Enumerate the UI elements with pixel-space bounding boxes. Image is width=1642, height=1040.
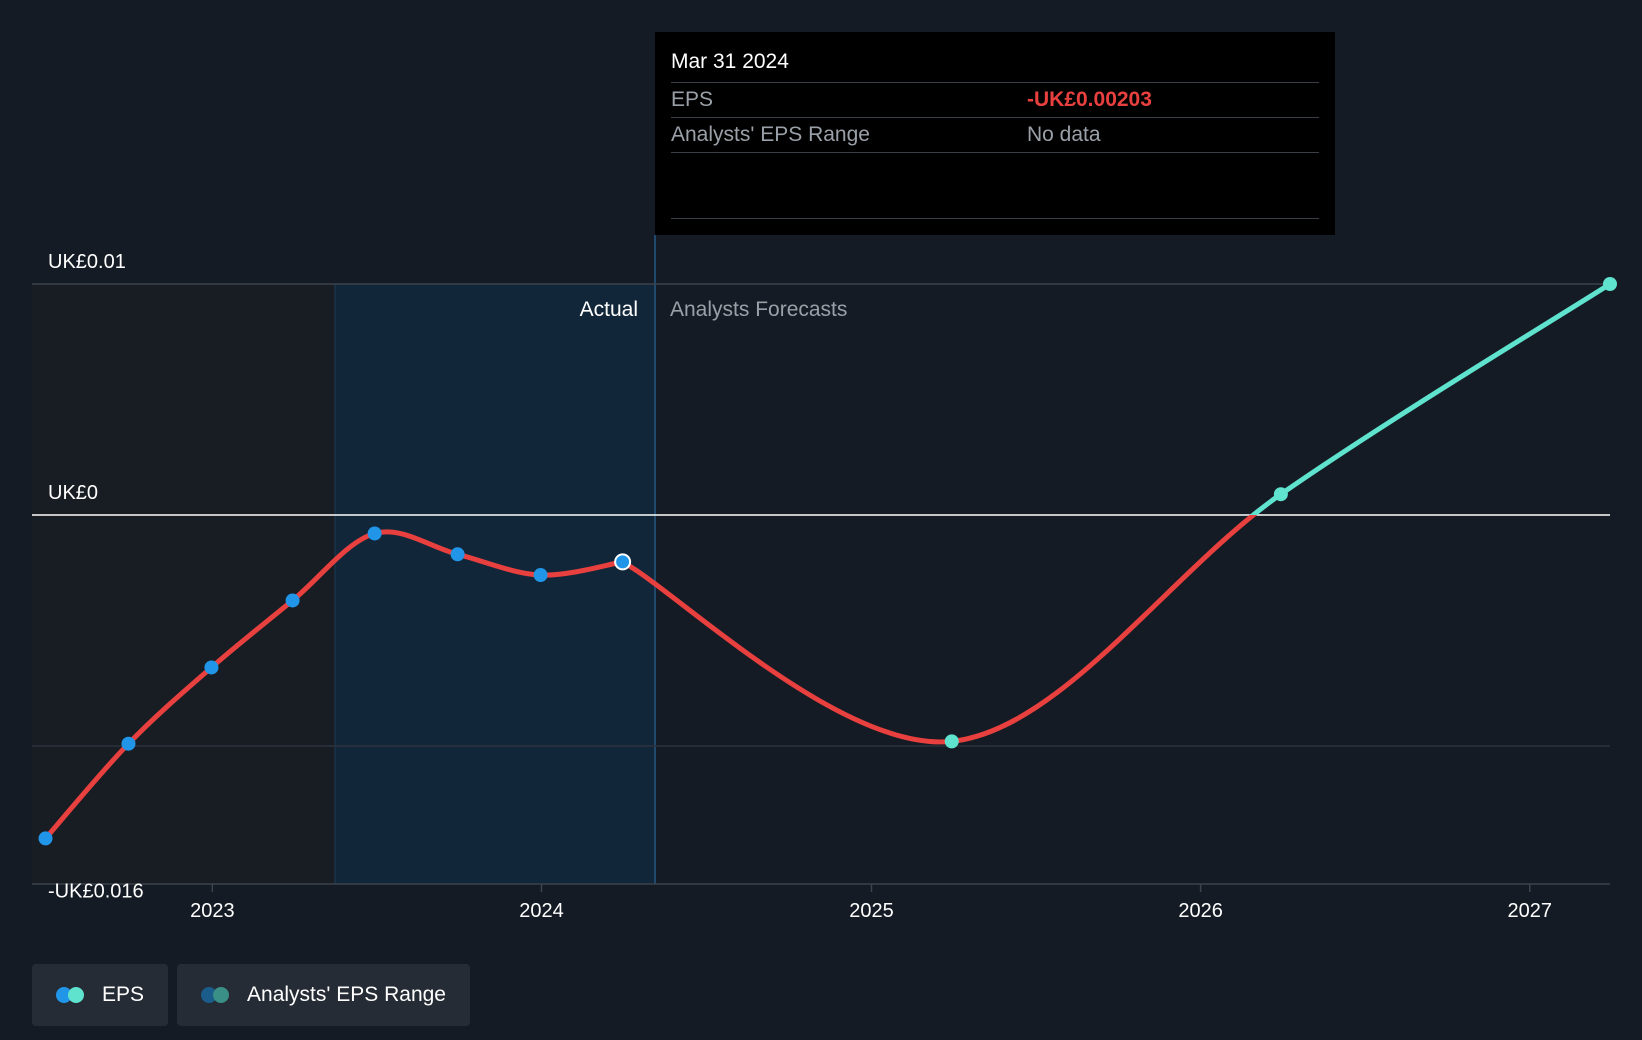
forecast-eps-line-positive xyxy=(1249,281,1613,515)
actual-eps-point[interactable] xyxy=(121,736,136,751)
actual-eps-point[interactable] xyxy=(367,526,382,541)
actual-eps-point[interactable] xyxy=(533,568,548,583)
actual-period-band xyxy=(335,284,655,884)
y-tick-label: UK£0 xyxy=(48,482,98,504)
forecast-eps-line-negative xyxy=(620,515,1258,745)
tooltip-range-value: No data xyxy=(1027,123,1101,146)
x-tick-label: 2024 xyxy=(519,900,564,922)
tooltip-divider xyxy=(671,218,1319,219)
tooltip-range-label: Analysts' EPS Range xyxy=(671,123,870,146)
actual-region-label: Actual xyxy=(580,298,638,321)
highlighted-eps-point[interactable] xyxy=(614,553,632,571)
legend-range-toggle[interactable]: Analysts' EPS Range xyxy=(177,964,470,1026)
y-tick-label: -UK£0.016 xyxy=(48,881,144,903)
eps-series-points xyxy=(38,277,1617,846)
history-shade xyxy=(32,284,335,884)
legend-eps-label: EPS xyxy=(102,983,145,1006)
y-axis-labels: UK£0.01 UK£0 -UK£0.016 xyxy=(48,251,144,903)
y-tick-label: UK£0.01 xyxy=(48,251,126,273)
legend-eps-dots-icon xyxy=(56,986,90,1004)
x-tick-label: 2026 xyxy=(1178,900,1223,922)
actual-eps-point[interactable] xyxy=(450,547,465,562)
x-axis-labels: 2023 2024 2025 2026 2027 xyxy=(190,884,1552,922)
tooltip-row-eps: EPS -UK£0.00203 xyxy=(671,83,1319,118)
forecast-region-label: Analysts Forecasts xyxy=(670,298,847,321)
actual-eps-point[interactable] xyxy=(285,593,300,608)
forecast-eps-point[interactable] xyxy=(1603,277,1617,291)
eps-tooltip: Mar 31 2024 EPS -UK£0.00203 Analysts' EP… xyxy=(655,32,1335,235)
tooltip-eps-label: EPS xyxy=(671,88,714,111)
legend-range-label: Analysts' EPS Range xyxy=(247,983,446,1006)
x-tick-label: 2023 xyxy=(190,900,235,922)
forecast-eps-point[interactable] xyxy=(944,734,959,749)
legend-range-dots-icon xyxy=(201,986,235,1004)
tooltip-eps-value: -UK£0.00203 xyxy=(1027,88,1152,111)
legend-eps-toggle[interactable]: EPS xyxy=(32,964,169,1026)
actual-eps-point[interactable] xyxy=(204,660,219,675)
x-tick-label: 2027 xyxy=(1507,900,1552,922)
forecast-eps-point[interactable] xyxy=(1273,487,1288,502)
chart-legend: EPS Analysts' EPS Range xyxy=(32,964,470,1026)
tooltip-date: Mar 31 2024 xyxy=(671,32,1319,83)
tooltip-row-range: Analysts' EPS Range No data xyxy=(671,118,1319,153)
actual-eps-point[interactable] xyxy=(38,831,53,846)
x-tick-label: 2025 xyxy=(849,900,894,922)
